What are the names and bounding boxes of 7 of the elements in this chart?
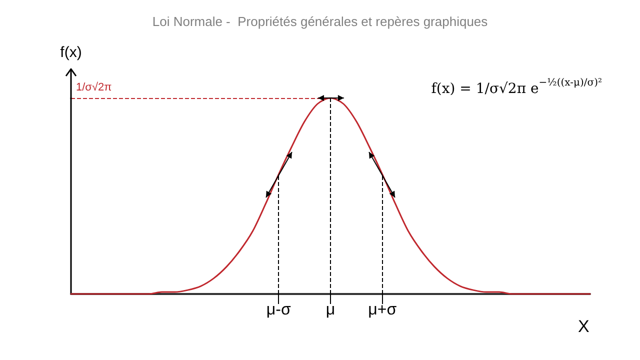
chart-title: Loi Normale - Propriétés générales et repères graphiques <box>152 14 488 29</box>
ref-line-label: 1/σ√2π <box>76 82 112 94</box>
x-tick-label: μ <box>326 302 336 318</box>
y-axis-title: f(x) <box>60 44 82 61</box>
x-tick-label: μ-σ <box>266 302 291 318</box>
x-tick-label: μ+σ <box>368 302 397 318</box>
x-axis-title: X <box>578 317 590 336</box>
